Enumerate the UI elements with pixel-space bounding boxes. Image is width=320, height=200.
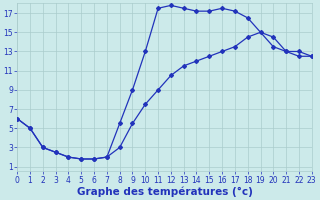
X-axis label: Graphe des températures (°c): Graphe des températures (°c) — [76, 186, 252, 197]
